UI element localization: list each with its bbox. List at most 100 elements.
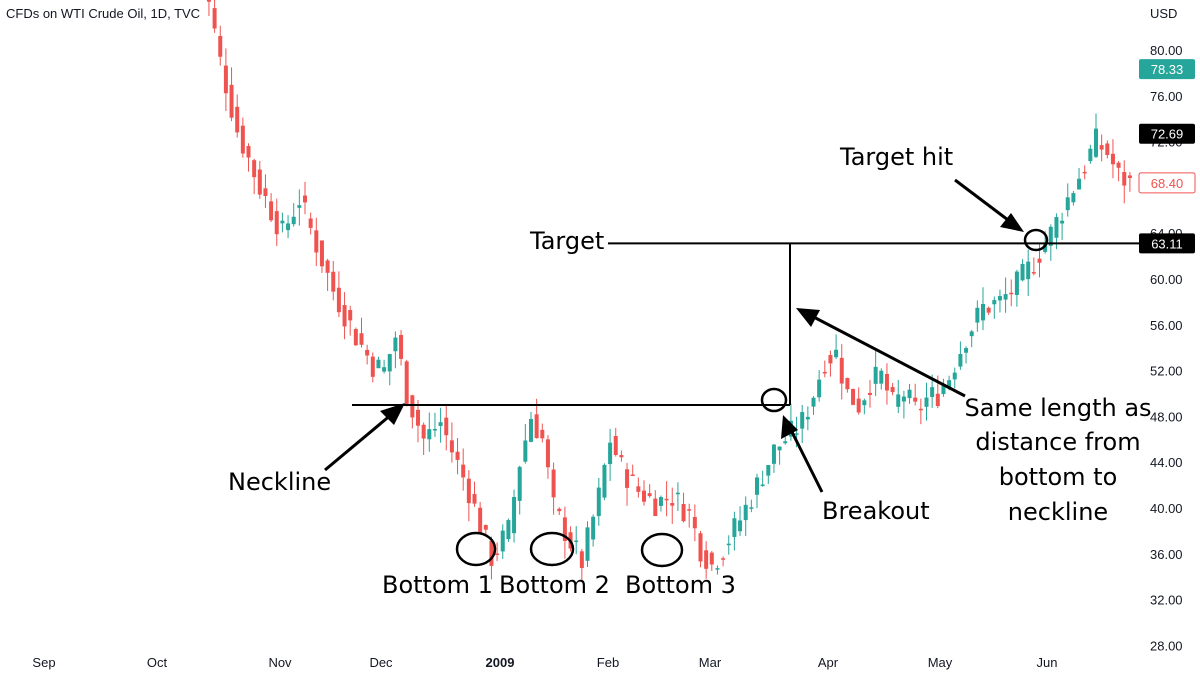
candle-body: [495, 553, 500, 556]
candle-body: [557, 508, 562, 512]
y-axis-unit: USD: [1150, 6, 1177, 21]
candle-body: [1116, 162, 1121, 168]
candle-body: [432, 428, 437, 431]
price-badge-label: 72.69: [1151, 127, 1184, 142]
candle-body: [348, 309, 353, 321]
candle-body: [992, 300, 997, 305]
candle-body: [579, 551, 584, 568]
candle-body: [449, 440, 454, 453]
y-tick-label: 60.00: [1150, 272, 1183, 287]
candle-body: [839, 357, 844, 384]
neckline-arrow: [324, 403, 405, 472]
candle-body: [421, 424, 426, 439]
candle-body: [416, 409, 420, 426]
candle-body: [704, 550, 709, 569]
price-badge-label: 63.11: [1151, 236, 1183, 251]
candle-body: [478, 507, 483, 534]
y-tick-label: 76.00: [1150, 89, 1183, 104]
x-tick-label: Apr: [818, 655, 839, 670]
price-badges: 78.33 72.69 68.40 63.11: [1138, 59, 1196, 254]
candle-body: [399, 334, 404, 359]
candle-body: [257, 169, 262, 195]
candle-body: [817, 379, 822, 398]
candle-body: [1094, 128, 1098, 157]
x-tick-label: Mar: [699, 655, 722, 670]
y-tick-label: 44.00: [1150, 455, 1183, 470]
candle-body: [393, 337, 398, 352]
candle-body: [286, 223, 291, 231]
same-length-label-line-1: Same length as: [964, 394, 1151, 422]
candle-body: [675, 492, 680, 495]
y-tick-label: 40.00: [1150, 501, 1183, 516]
candle-body: [591, 516, 596, 540]
candle-body: [630, 474, 635, 477]
y-tick-label: 52.00: [1150, 364, 1183, 379]
candle-body: [873, 366, 878, 384]
candle-body: [964, 348, 969, 353]
candle-body: [1026, 261, 1031, 280]
same-length-label-line-2: distance from: [975, 428, 1140, 456]
candle-body: [585, 527, 590, 561]
candle-body: [930, 387, 935, 397]
candle-body: [738, 520, 743, 532]
bottom-2-label: Bottom 2: [499, 571, 610, 599]
candle-body: [489, 540, 494, 566]
candle-body: [545, 439, 550, 468]
candle-body: [777, 446, 782, 451]
candle-body: [1088, 148, 1093, 162]
candle-body: [800, 412, 805, 429]
candle-body: [529, 419, 533, 442]
candle-body: [1060, 220, 1065, 224]
candle-body: [1065, 197, 1070, 211]
candle-body: [856, 398, 861, 413]
candle-body: [1043, 243, 1048, 252]
breakout-arrow: [781, 415, 824, 493]
bottom-1-label: Bottom 1: [382, 571, 493, 599]
candle-body: [376, 359, 381, 369]
candle-body: [981, 303, 985, 321]
x-tick-label: Nov: [268, 655, 292, 670]
candle-body: [901, 396, 906, 402]
same-length-label-line-3: bottom to: [999, 463, 1118, 491]
x-tick-label: Dec: [369, 655, 393, 670]
candle-body: [879, 370, 884, 384]
candles-layer: [206, 0, 1132, 581]
candle-body: [975, 307, 980, 323]
circles-layer: [455, 228, 1049, 568]
bottom-3-label: Bottom 3: [625, 571, 736, 599]
candle-body: [325, 260, 330, 273]
breakout-circle: [760, 387, 788, 413]
candle-body: [986, 307, 991, 313]
candle-body: [223, 65, 228, 94]
candle-body: [303, 195, 307, 203]
candle-body: [947, 380, 952, 388]
candle-body: [1127, 175, 1132, 178]
candle-body: [907, 389, 912, 399]
candle-body: [658, 497, 663, 506]
pattern-lines-layer: [352, 242, 1140, 406]
candle-body: [1110, 153, 1115, 165]
x-tick-label: Sep: [32, 655, 55, 670]
candle-body: [766, 465, 771, 476]
candle-body: [834, 349, 839, 358]
x-tick-label: Feb: [597, 655, 619, 670]
candle-body: [455, 451, 460, 460]
candle-body: [1020, 263, 1025, 281]
x-axis: Sep Oct Nov Dec 2009 Feb Mar Apr May Jun: [32, 655, 1057, 670]
candle-body: [269, 201, 274, 221]
price-badge: 63.11: [1139, 233, 1195, 254]
price-badge-label: 78.33: [1151, 62, 1184, 77]
candle-body: [721, 558, 726, 560]
candle-body: [647, 493, 652, 497]
x-tick-label: Jun: [1037, 655, 1058, 670]
target-hit-arrow: [954, 178, 1024, 232]
candle-body: [845, 377, 850, 390]
x-tick-label: 2009: [486, 655, 515, 670]
y-tick-label: 36.00: [1150, 547, 1183, 562]
candle-body: [387, 354, 392, 372]
candle-body: [252, 160, 257, 178]
candle-body: [851, 388, 856, 405]
candle-body: [681, 504, 686, 522]
